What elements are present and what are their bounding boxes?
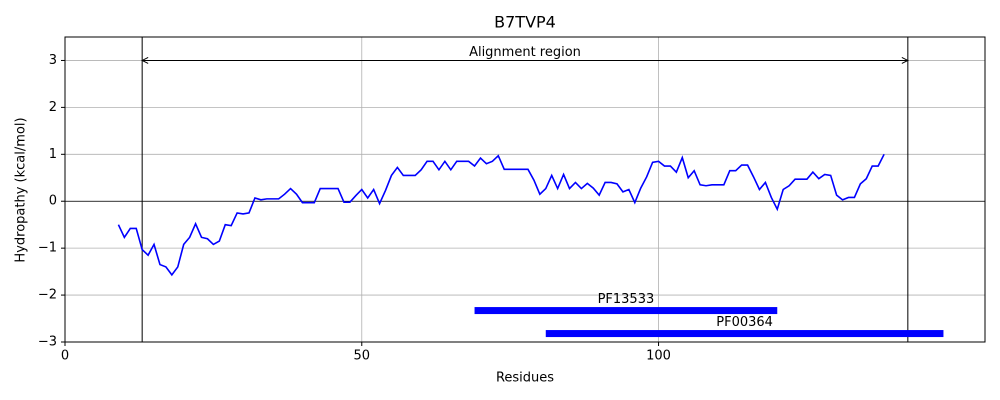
y-tick-label: −3	[38, 335, 57, 350]
domain-label: PF00364	[716, 315, 773, 330]
y-tick-label: 1	[49, 147, 57, 162]
x-axis-label: Residues	[496, 371, 554, 386]
plot-frame	[64, 36, 986, 343]
y-tick-label: −2	[38, 288, 57, 303]
y-tick-label: −1	[38, 241, 57, 256]
x-tick-label: 0	[61, 349, 69, 364]
x-tick-label: 100	[646, 349, 671, 364]
y-tick-label: 2	[49, 100, 57, 115]
hydropathy-line	[117, 153, 885, 277]
domain-bar	[474, 307, 778, 315]
y-tick-label: 3	[49, 53, 57, 68]
arrow-label: Alignment region	[469, 45, 581, 60]
domain-bar	[545, 330, 944, 338]
arrow-head	[141, 57, 909, 64]
x-tick-label: 50	[354, 349, 371, 364]
domain-label: PF13533	[598, 292, 655, 307]
y-axis-label: Hydropathy (kcal/mol)	[14, 117, 29, 262]
chart-title: B7TVP4	[494, 13, 556, 32]
y-tick-label: 0	[49, 194, 57, 209]
